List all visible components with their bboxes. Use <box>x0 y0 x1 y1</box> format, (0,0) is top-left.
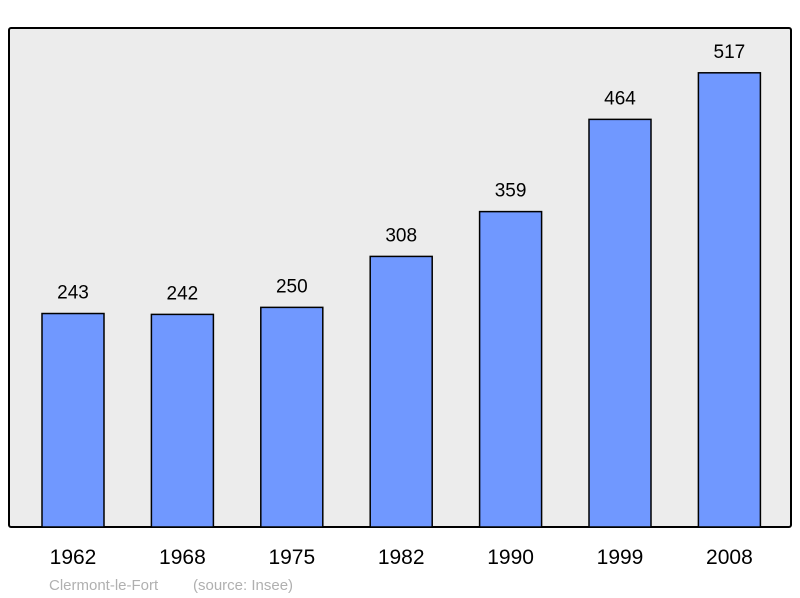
bar-1999 <box>588 118 652 528</box>
data-label-1982: 308 <box>385 225 417 246</box>
x-tick-label-1982: 1982 <box>378 546 425 569</box>
bar-1990 <box>478 210 543 528</box>
x-tick-label-1990: 1990 <box>487 546 534 569</box>
bar-1982 <box>369 255 433 528</box>
bar-1975 <box>260 306 324 528</box>
footer-place: Clermont-le-Fort <box>49 577 159 594</box>
footer-source: (source: Insee) <box>193 577 293 594</box>
bar-1968 <box>150 313 215 528</box>
x-tick-label-1962: 1962 <box>50 546 97 569</box>
data-label-1975: 250 <box>276 276 308 297</box>
bar-2008 <box>697 72 762 528</box>
x-tick-label-1999: 1999 <box>597 546 644 569</box>
data-label-1999: 464 <box>604 88 636 109</box>
x-tick-label-2008: 2008 <box>706 546 753 569</box>
data-label-1990: 359 <box>495 181 527 202</box>
data-label-1968: 242 <box>167 283 199 304</box>
x-tick-label-1975: 1975 <box>268 546 315 569</box>
data-label-2008: 517 <box>714 42 746 63</box>
x-tick-label-1968: 1968 <box>159 546 206 569</box>
bar-1962 <box>41 312 105 528</box>
data-label-1962: 243 <box>57 283 89 304</box>
